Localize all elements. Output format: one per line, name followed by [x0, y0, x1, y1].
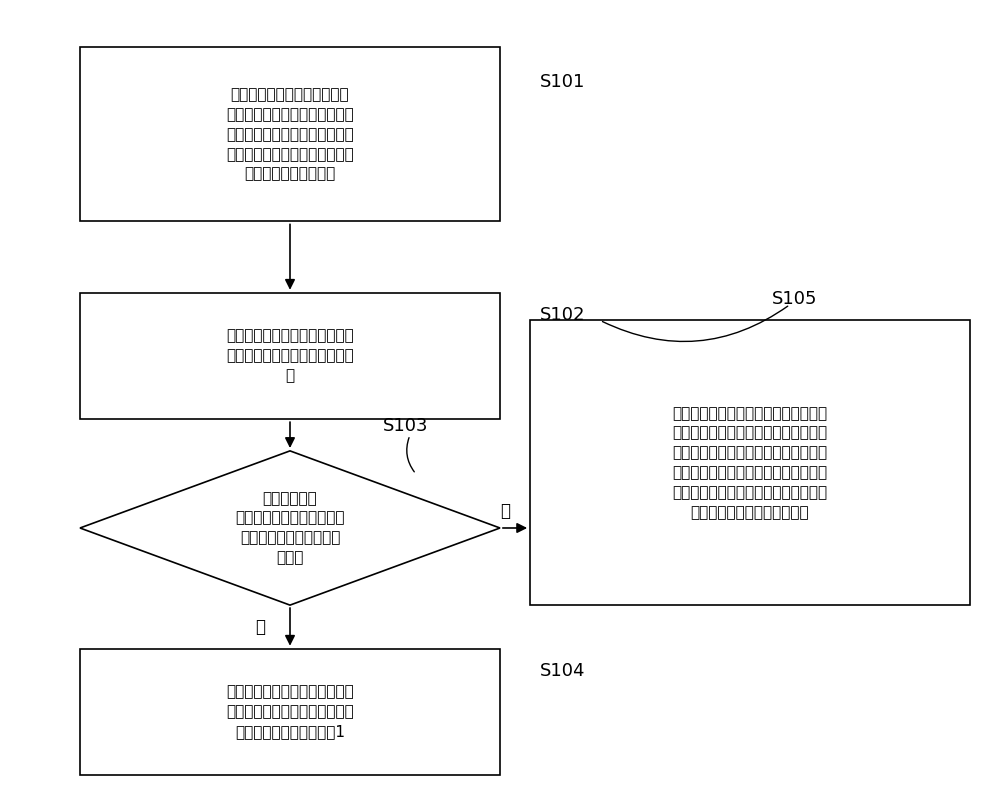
Polygon shape	[80, 451, 500, 605]
Text: S102: S102	[540, 306, 586, 324]
Text: S104: S104	[540, 662, 586, 680]
Text: S103: S103	[382, 417, 428, 435]
Text: 按热数据进行操作，并在操作完
后，将所述权重数据表中与该逻
辑地址段对应的权重值加1: 按热数据进行操作，并在操作完 后，将所述权重数据表中与该逻 辑地址段对应的权重值…	[226, 684, 354, 740]
Text: S101: S101	[540, 73, 585, 91]
Text: 判断操作命令
中携带的所述逻辑地址段是
否已存在于所述地址段数
据表中: 判断操作命令 中携带的所述逻辑地址段是 否已存在于所述地址段数 据表中	[235, 490, 345, 566]
FancyBboxPatch shape	[80, 47, 500, 221]
Text: 按冷数据进行操作，并在操作完后，判
断所述地址段数据表和权重数据表是否
已经存满数据，若否，则将操作命令中
携带的所述逻辑地址段更新到所述地址
段数据表中，并在: 按冷数据进行操作，并在操作完后，判 断所述地址段数据表和权重数据表是否 已经存满…	[672, 406, 828, 520]
FancyBboxPatch shape	[80, 293, 500, 419]
FancyBboxPatch shape	[530, 320, 970, 605]
FancyBboxPatch shape	[80, 649, 500, 775]
Text: 创建地址段数据表和权重数据
表，所述地址段数据表用于记录
存放热数据的逻辑地址段，所述
权重数据表用于记录每个所述逻
辑地址段对应的权重值: 创建地址段数据表和权重数据 表，所述地址段数据表用于记录 存放热数据的逻辑地址段…	[226, 87, 354, 182]
Text: 是: 是	[255, 618, 265, 636]
Text: 否: 否	[500, 502, 510, 520]
Text: S105: S105	[772, 290, 818, 308]
Text: 接收主机系统的操作命令，所述
操作命令中携带有逻辑地址段信
息: 接收主机系统的操作命令，所述 操作命令中携带有逻辑地址段信 息	[226, 328, 354, 384]
